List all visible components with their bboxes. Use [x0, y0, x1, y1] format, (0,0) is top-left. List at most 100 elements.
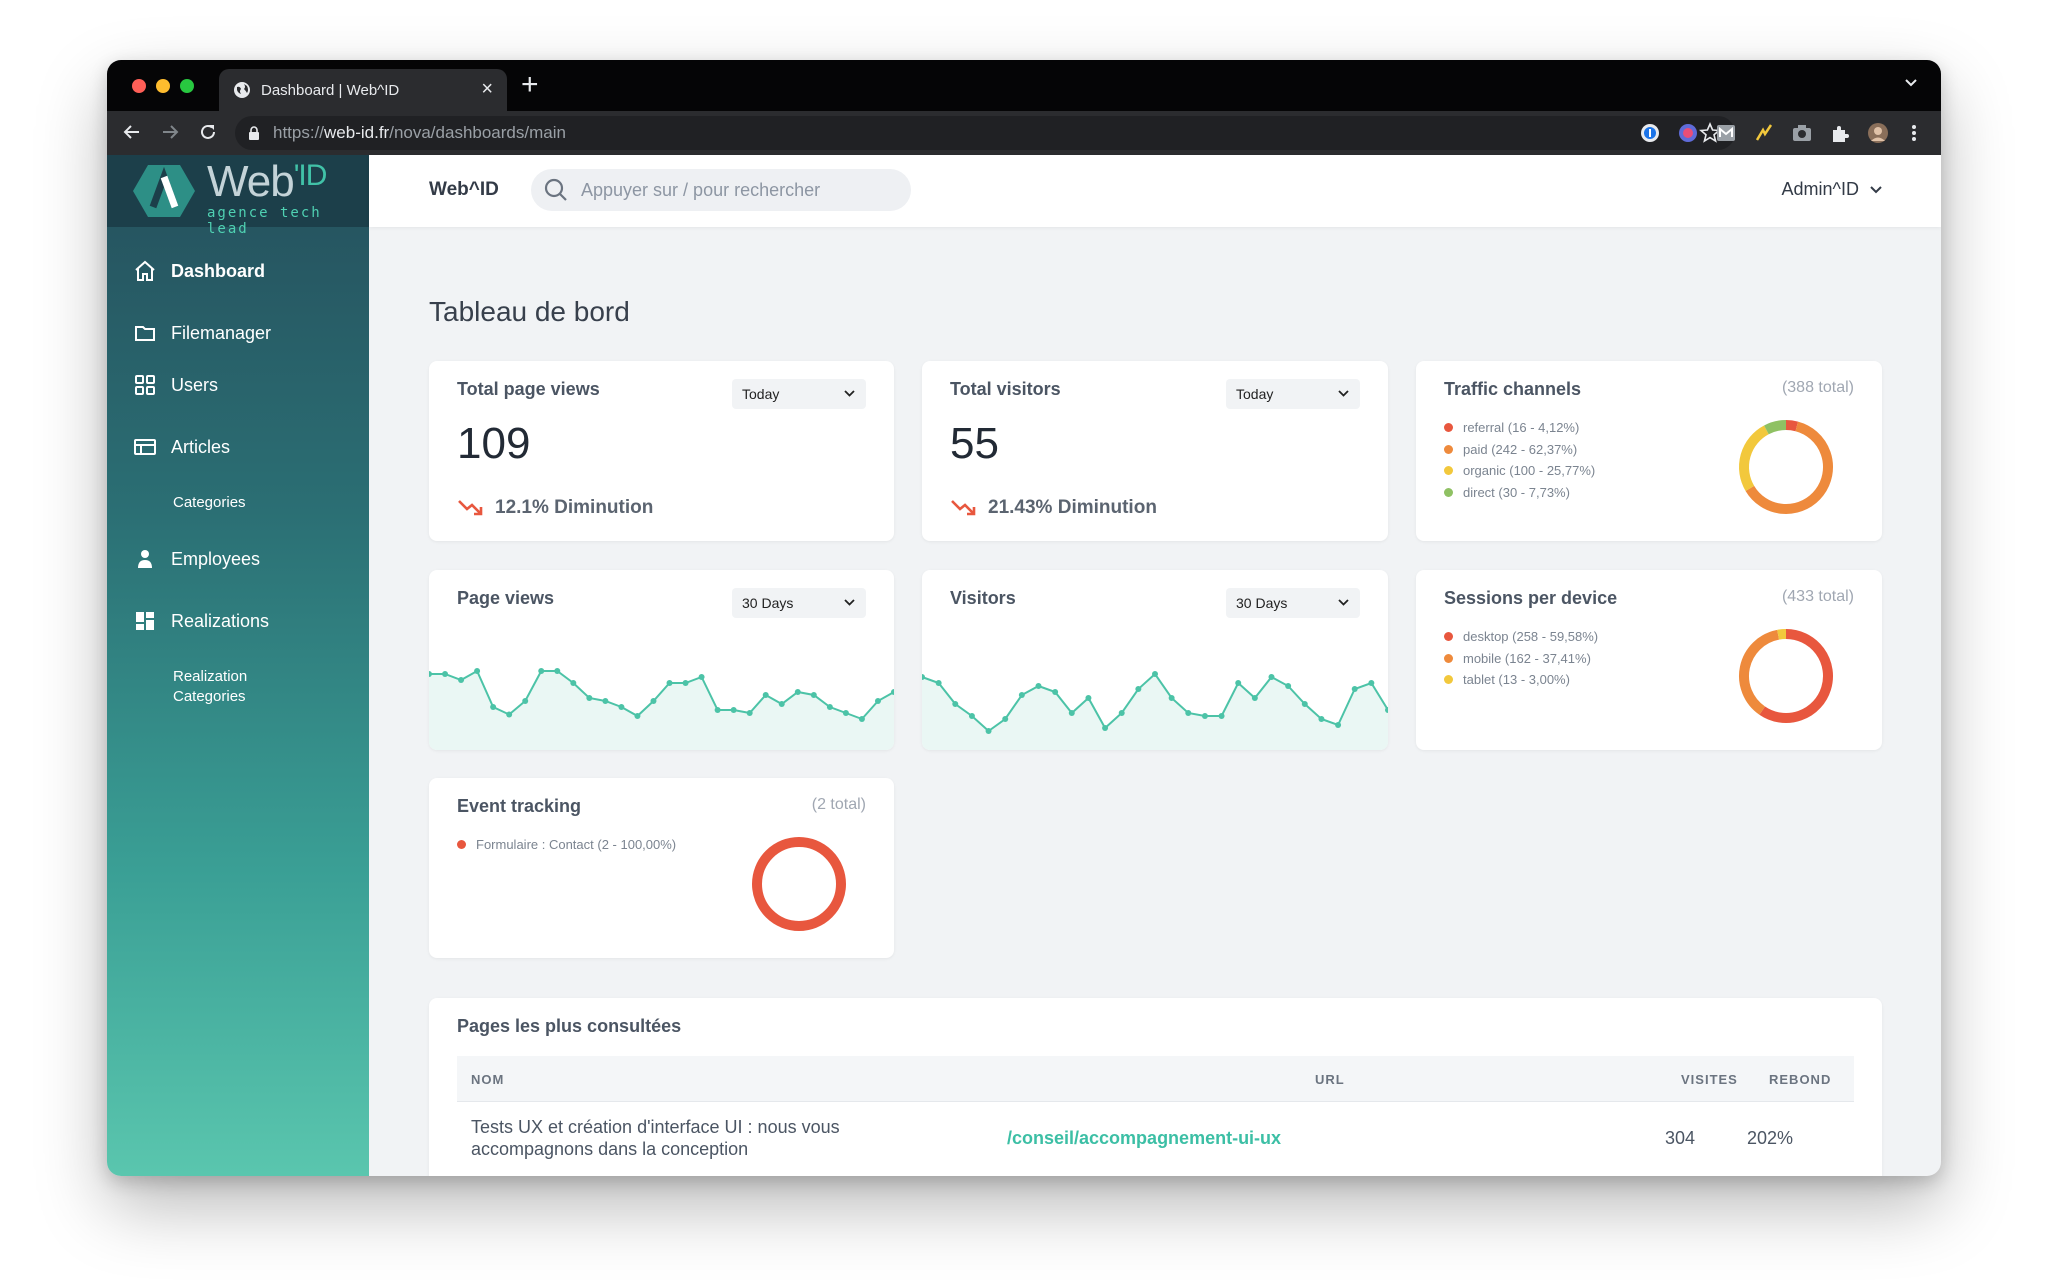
password-manager-extension-icon[interactable]	[1639, 122, 1661, 144]
sidebar-item-realizations[interactable]: Realizations	[107, 609, 369, 633]
sidebar-item-label: Dashboard	[171, 260, 266, 281]
donut-slice	[1785, 420, 1799, 432]
sparkline-point	[1285, 683, 1292, 689]
sparkline-point	[1085, 695, 1092, 701]
trend-down-icon	[458, 500, 483, 516]
row-page-url-link[interactable]: /conseil/accompagnement-ui-ux	[1007, 1128, 1282, 1148]
sparkline-point	[810, 692, 817, 698]
minimize-window-button[interactable]	[156, 79, 170, 93]
sparkline-point	[968, 713, 975, 719]
total-page-views-card: Total page views Today 109 12.1% Diminut…	[429, 361, 894, 541]
tab-close-icon[interactable]: ×	[481, 78, 493, 100]
column-header-name[interactable]: NOM	[471, 1072, 505, 1087]
legend-item: tablet (13 - 3,00%)	[1444, 669, 1598, 691]
sparkline-point	[429, 671, 432, 677]
page-views-card: Page views 30 Days	[429, 570, 894, 750]
card-total: (388 total)	[1781, 379, 1854, 396]
traffic-channels-donut	[1739, 420, 1833, 514]
range-select-value: Today	[742, 386, 780, 402]
browser-toolbar: https://web-id.fr/nova/dashboards/main	[107, 111, 1941, 155]
browser-window: Dashboard | Web^ID × + https://web-id.fr…	[107, 60, 1941, 1176]
address-bar[interactable]: https://web-id.fr/nova/dashboards/main	[235, 116, 1735, 150]
bookmark-star-icon[interactable]	[1699, 122, 1721, 144]
sidebar-item-employees[interactable]: Employees	[107, 547, 369, 571]
column-header-bounce[interactable]: REBOND	[1769, 1072, 1832, 1087]
chevron-down-icon	[844, 599, 855, 606]
range-select[interactable]: 30 Days	[1226, 588, 1360, 618]
search-input[interactable]: Appuyer sur / pour rechercher	[531, 169, 911, 211]
sidebar-item-dashboard[interactable]: Dashboard	[107, 259, 369, 283]
sparkline-point	[586, 695, 593, 701]
sparkline-point	[842, 710, 849, 716]
sparkline-point	[602, 698, 609, 704]
logo[interactable]: Web'ID agence tech lead	[107, 155, 369, 237]
sparkline-point	[1218, 713, 1225, 719]
sparkline-point	[490, 704, 497, 710]
profile-avatar-icon[interactable]	[1867, 122, 1889, 144]
sparkline-point	[1318, 716, 1325, 722]
card-title: Sessions per device	[1444, 588, 1618, 608]
color-extension-icon[interactable]	[1677, 122, 1699, 144]
sidebar-item-filemanager[interactable]: Filemanager	[107, 321, 369, 345]
sparkline-point	[746, 710, 753, 716]
legend-bullet	[1444, 632, 1453, 642]
sparkline-point	[1135, 686, 1142, 692]
back-arrow-icon[interactable]	[121, 121, 143, 143]
sparkline-point	[826, 704, 833, 710]
chevron-down-icon	[1338, 390, 1349, 397]
range-select[interactable]: Today	[1226, 379, 1360, 409]
sparkline-point	[1152, 671, 1158, 677]
card-total: (433 total)	[1781, 588, 1854, 605]
browser-tab[interactable]: Dashboard | Web^ID ×	[219, 69, 507, 111]
new-tab-button[interactable]: +	[521, 68, 539, 101]
donut-slice	[1759, 629, 1833, 723]
range-select[interactable]: 30 Days	[732, 588, 866, 618]
sidebar-item-users[interactable]: Users	[107, 373, 369, 397]
sidebar-item-categories[interactable]: Categories	[173, 494, 246, 511]
maximize-window-button[interactable]	[180, 79, 194, 93]
card-title: Pages les plus consultées	[457, 1016, 682, 1036]
sparkline-point	[1168, 695, 1175, 701]
legend-bullet	[1444, 423, 1453, 433]
sidebar-item-articles[interactable]: Articles	[107, 435, 369, 459]
sidebar-item-label: Employees	[171, 548, 261, 569]
trend-indicator: 12.1% Diminution	[457, 497, 653, 519]
sparkline-point	[1002, 716, 1009, 722]
donut-slice	[752, 837, 846, 931]
close-window-button[interactable]	[132, 79, 146, 93]
logo-mark-icon	[133, 165, 195, 217]
brand-title[interactable]: Web^ID	[429, 179, 499, 200]
reload-icon[interactable]	[197, 121, 219, 143]
legend: Formulaire : Contact (2 - 100,00%)	[457, 834, 676, 856]
sparkline-point	[650, 698, 657, 704]
column-header-url[interactable]: URL	[1315, 1072, 1345, 1087]
sparkline-point	[1118, 710, 1125, 716]
legend-bullet	[1444, 675, 1453, 685]
traffic-channels-card: Traffic channels (388 total) referral (1…	[1416, 361, 1882, 541]
user-menu[interactable]: Admin^ID	[1782, 179, 1883, 200]
camera-extension-icon[interactable]	[1791, 122, 1813, 144]
chevron-down-icon	[1870, 185, 1882, 193]
visitors-card: Visitors 30 Days	[922, 570, 1388, 750]
mail-extension-icon[interactable]	[1715, 122, 1737, 144]
tab-search-chevron-icon[interactable]	[1903, 74, 1919, 90]
sparkline-point	[570, 680, 577, 686]
legend-item: paid (242 - 62,37%)	[1444, 439, 1595, 461]
forward-arrow-icon[interactable]	[159, 121, 181, 143]
user-name: Admin^ID	[1781, 179, 1859, 199]
sparkline-point	[1251, 695, 1258, 701]
range-select[interactable]: Today	[732, 379, 866, 409]
browser-menu-icon[interactable]	[1903, 122, 1925, 144]
sparkline-point	[538, 668, 545, 674]
legend-item: organic (100 - 25,77%)	[1444, 460, 1595, 482]
sparkline-point	[985, 728, 992, 734]
sidebar-item-label: Realizations	[171, 610, 270, 631]
sidebar-item-realization-categories[interactable]: Realization Categories	[173, 668, 248, 705]
sparkline-area	[922, 674, 1388, 750]
column-header-visits[interactable]: VISITES	[1681, 1072, 1738, 1087]
lightning-extension-icon[interactable]	[1753, 122, 1775, 144]
extensions-puzzle-icon[interactable]	[1829, 122, 1851, 144]
card-title: Traffic channels	[1444, 379, 1582, 399]
chevron-down-icon	[1338, 599, 1349, 606]
trend-text: 12.1% Diminution	[495, 497, 654, 518]
